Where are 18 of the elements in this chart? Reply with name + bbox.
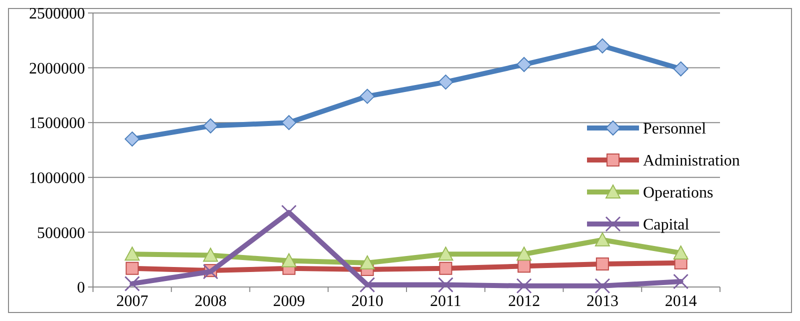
x-tick-label: 2008 bbox=[194, 293, 227, 310]
x-tick-label: 2012 bbox=[508, 293, 540, 310]
x-tick-label: 2013 bbox=[586, 293, 618, 310]
y-tick-label: 500000 bbox=[37, 224, 85, 242]
y-tick-label: 0 bbox=[77, 280, 85, 297]
x-tick-label: 2014 bbox=[664, 293, 697, 310]
legend-label: Personnel bbox=[643, 120, 707, 138]
legend-label: Capital bbox=[643, 216, 690, 234]
legend-label: Administration bbox=[643, 152, 740, 170]
y-tick-label: 2000000 bbox=[29, 60, 85, 78]
x-tick-label: 2009 bbox=[272, 293, 305, 310]
x-tick-label: 2007 bbox=[116, 293, 148, 310]
y-tick-label: 1500000 bbox=[29, 115, 85, 132]
x-tick-label: 2010 bbox=[351, 293, 384, 310]
y-tick-label: 1000000 bbox=[29, 170, 85, 187]
y-tick-label: 2500000 bbox=[29, 6, 85, 23]
x-tick-label: 2011 bbox=[430, 293, 462, 310]
legend-label: Operations bbox=[643, 184, 714, 202]
